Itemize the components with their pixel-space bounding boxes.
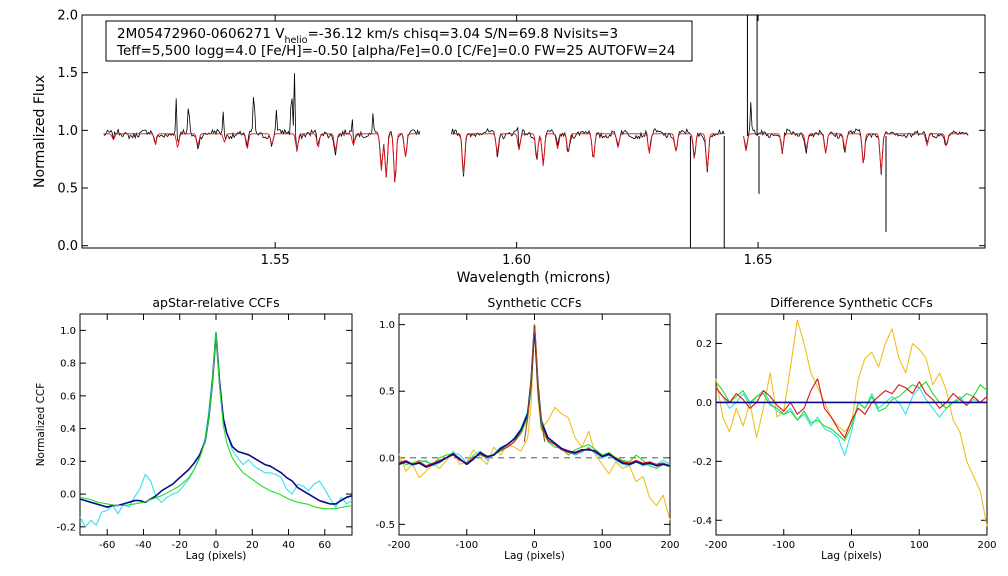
info-line-1-suffix: =-36.12 km/s chisq=3.04 S/N=69.8 Nvisits… <box>307 26 618 42</box>
spectrum-panel: 1.55 1.60 1.65 0.0 0.5 1.0 1.5 2.0 Wavelength (m… <box>32 9 986 286</box>
difference-ccf-xtick-label: -200 <box>705 540 728 551</box>
spectrum-xtick-label: 1.60 <box>502 253 531 268</box>
difference-ccf-series-yellow <box>715 319 988 527</box>
apstar-ccf-ytick-label: -0.2 <box>56 522 76 533</box>
model-spectrum-chip-3 <box>743 133 969 172</box>
spectrum-ytick-label: 0.0 <box>57 239 78 254</box>
apstar-ccf-xtick-label: 0 <box>213 540 219 551</box>
synthetic-ccf-xtick-label: 100 <box>593 540 612 551</box>
apstar-ccf-xlabel: Lag (pixels) <box>186 550 247 562</box>
spectrum-xtick-label: 1.55 <box>261 253 290 268</box>
difference-ccf-ytick-label: -0.2 <box>692 457 712 468</box>
apstar-ccf-ytick-label: 0.8 <box>60 359 76 370</box>
apstar-ccf-series-green <box>79 331 353 510</box>
info-line-2: Teff=5,500 logg=4.0 [Fe/H]=-0.50 [alpha/… <box>116 43 675 59</box>
spectrum-ytick-label: 0.5 <box>57 182 78 197</box>
apstar-ccf-title: apStar-relative CCFs <box>152 295 279 310</box>
difference-ccf-title: Difference Synthetic CCFs <box>770 295 933 310</box>
difference-ccf-panel: -200 -100 0 100 200 -0.4 -0.2 0.0 0.2 Difference … <box>692 295 996 562</box>
spectrum-frame <box>81 14 986 249</box>
synthetic-ccf-xtick-label: -200 <box>388 540 411 551</box>
synthetic-ccf-xtick-label: 0 <box>531 540 537 551</box>
model-spectrum-chip-1 <box>103 133 420 182</box>
apstar-ccf-ytick-label: 0.4 <box>60 424 76 435</box>
difference-ccf-ytick-label: -0.4 <box>692 516 712 527</box>
model-spectrum-chip-2 <box>451 133 725 175</box>
synthetic-ccf-series-brown <box>523 324 546 442</box>
apstar-ccf-xtick-label: -40 <box>135 540 151 551</box>
synthetic-ccf-panel: -200 -100 0 100 200 -0.5 0.0 0.5 1.0 Synthetic CC… <box>375 295 679 562</box>
difference-ccf-xtick-label: -100 <box>772 540 795 551</box>
difference-ccf-xtick-label: 0 <box>848 540 854 551</box>
difference-ccf-series-cyan <box>715 387 988 456</box>
synthetic-ccf-xtick-label: -100 <box>455 540 478 551</box>
apstar-ccf-ylabel: Normalized CCF <box>35 383 47 467</box>
info-line-1-prefix: 2M05472960-0606271 V <box>117 26 285 42</box>
synthetic-ccf-xlabel: Lag (pixels) <box>504 550 565 562</box>
apstar-ccf-xtick-label: 60 <box>318 540 331 551</box>
synthetic-ccf-ytick-label: 0.0 <box>379 453 395 464</box>
difference-ccf-ytick-label: 0.0 <box>696 398 712 409</box>
info-box-frame <box>105 20 693 62</box>
apstar-ccf-ytick-label: 0.6 <box>60 391 76 402</box>
difference-ccf-xtick-label: 100 <box>910 540 929 551</box>
spectrum-xtick-label: 1.65 <box>744 253 773 268</box>
apstar-ccf-xtick-label: 40 <box>282 540 295 551</box>
info-box: 2M05472960-0606271 Vhelio=-36.12 km/s ch… <box>105 20 693 62</box>
synthetic-ccf-ytick-label: 1.0 <box>379 320 395 331</box>
synthetic-ccf-title: Synthetic CCFs <box>487 295 581 310</box>
apstar-ccf-xtick-label: -60 <box>99 540 115 551</box>
spectrum-ytick-label: 1.0 <box>57 124 78 139</box>
apstar-ccf-xtick-label: -20 <box>172 540 188 551</box>
spectrum-ytick-label: 1.5 <box>57 66 78 81</box>
difference-ccf-xtick-label: 200 <box>977 540 996 551</box>
difference-ccf-xlabel: Lag (pixels) <box>821 550 882 562</box>
apstar-ccf-ytick-label: 0.2 <box>60 457 76 468</box>
apstar-ccf-panel: -60 -40 -20 0 20 40 60 -0.2 0.0 0.2 0.4 0.6 0.8 1.0 ap… <box>35 295 353 562</box>
synthetic-ccf-xtick-label: 200 <box>660 540 679 551</box>
spectrum-ytick-label: 2.0 <box>57 9 78 24</box>
difference-ccf-ytick-label: 0.2 <box>696 339 712 350</box>
apstar-ccf-ytick-label: 1.0 <box>60 326 76 337</box>
spectrum-ylabel: Normalized Flux <box>32 75 48 188</box>
info-line-1: 2M05472960-0606271 Vhelio=-36.12 km/s ch… <box>117 26 618 46</box>
synthetic-ccf-ytick-label: -0.5 <box>375 520 395 531</box>
difference-ccf-series-red <box>715 378 988 439</box>
apstar-ccf-ytick-label: 0.0 <box>60 490 76 501</box>
apstar-ccf-xtick-label: 20 <box>246 540 259 551</box>
spectrum-xlabel: Wavelength (microns) <box>457 270 611 286</box>
info-line-1-subscript: helio <box>284 35 307 46</box>
synthetic-ccf-ytick-label: 0.5 <box>379 387 395 398</box>
